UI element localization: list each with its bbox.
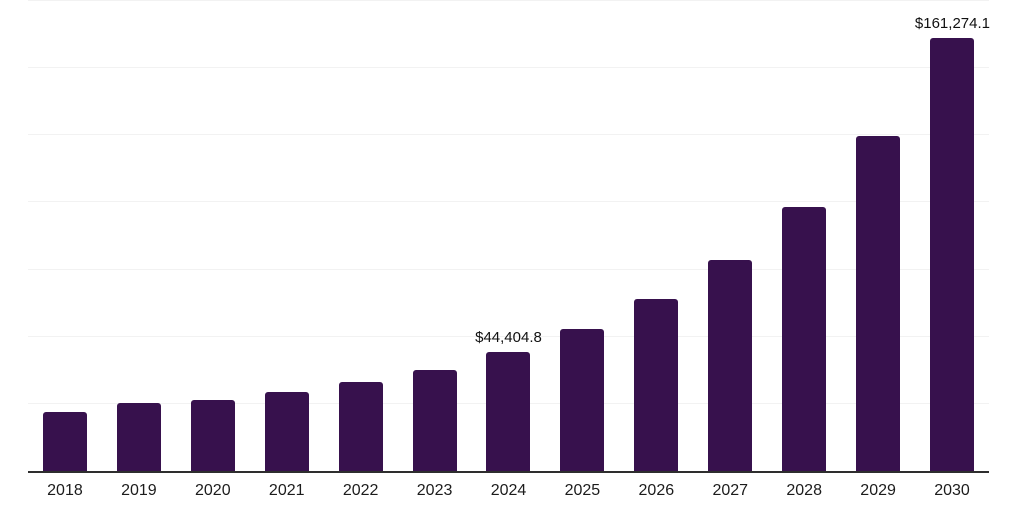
x-axis-label-2020: 2020 bbox=[195, 482, 231, 499]
gridline bbox=[28, 67, 989, 69]
gridline bbox=[28, 134, 989, 136]
x-axis-label-2026: 2026 bbox=[638, 482, 675, 499]
x-axis-label-2025: 2025 bbox=[564, 482, 601, 499]
x-axis-label-2030: 2030 bbox=[934, 482, 970, 499]
bar-2026[interactable] bbox=[634, 298, 679, 471]
x-axis-label-2028: 2028 bbox=[786, 482, 822, 499]
x-axis-label-2022: 2022 bbox=[342, 482, 379, 499]
bar-band-2026 bbox=[619, 1, 693, 471]
bar-band-2024: $44,404.8 bbox=[472, 1, 546, 471]
x-axis-label-2018: 2018 bbox=[47, 482, 83, 499]
bar-band-2018 bbox=[28, 1, 102, 471]
data-label-2024: $44,404.8 bbox=[475, 328, 542, 346]
bar-2027[interactable] bbox=[708, 260, 753, 471]
bar-band-2019 bbox=[102, 1, 176, 471]
bar-2024[interactable] bbox=[486, 351, 531, 471]
x-axis-label-2029: 2029 bbox=[860, 482, 896, 499]
bar-band-2020 bbox=[176, 1, 250, 471]
bar-band-2027 bbox=[693, 1, 767, 471]
bar-2028[interactable] bbox=[782, 207, 827, 471]
bars-row: $44,404.8 $161,274.1 bbox=[28, 1, 990, 471]
bar-2025[interactable] bbox=[560, 328, 605, 471]
bar-band-2022 bbox=[324, 1, 398, 471]
gridline bbox=[28, 201, 989, 203]
bar-band-2023 bbox=[398, 1, 472, 471]
gridline bbox=[28, 268, 989, 270]
bar-2021[interactable] bbox=[264, 391, 309, 471]
bar-2019[interactable] bbox=[116, 402, 161, 471]
x-axis-line bbox=[28, 471, 989, 473]
bar-band-2030: $161,274.1 bbox=[914, 1, 990, 471]
x-axis-labels: 2018 2019 2020 2021 2022 2023 2024 2025 2026 2027… bbox=[28, 482, 989, 500]
bar-2030[interactable] bbox=[930, 37, 975, 471]
plot-area: $44,404.8 $161,274.1 bbox=[28, 0, 990, 473]
x-axis-label-2021: 2021 bbox=[268, 482, 305, 499]
data-label-2030: $161,274.1 bbox=[914, 14, 990, 32]
x-axis-label-2019: 2019 bbox=[121, 482, 157, 499]
bar-2022[interactable] bbox=[338, 382, 383, 471]
gridline bbox=[28, 0, 989, 1]
bar-2029[interactable] bbox=[856, 135, 901, 471]
bar-band-2029 bbox=[841, 1, 915, 471]
bar-band-2021 bbox=[250, 1, 324, 471]
x-axis-label-2023: 2023 bbox=[416, 482, 453, 499]
bar-band-2028 bbox=[767, 1, 841, 471]
bar-2023[interactable] bbox=[412, 369, 457, 471]
gridline bbox=[28, 335, 989, 337]
x-axis-label-2027: 2027 bbox=[712, 482, 749, 499]
bar-2020[interactable] bbox=[190, 400, 235, 471]
x-axis-label-2024: 2024 bbox=[490, 482, 527, 499]
bar-band-2025 bbox=[545, 1, 619, 471]
bar-2018[interactable] bbox=[42, 411, 87, 471]
